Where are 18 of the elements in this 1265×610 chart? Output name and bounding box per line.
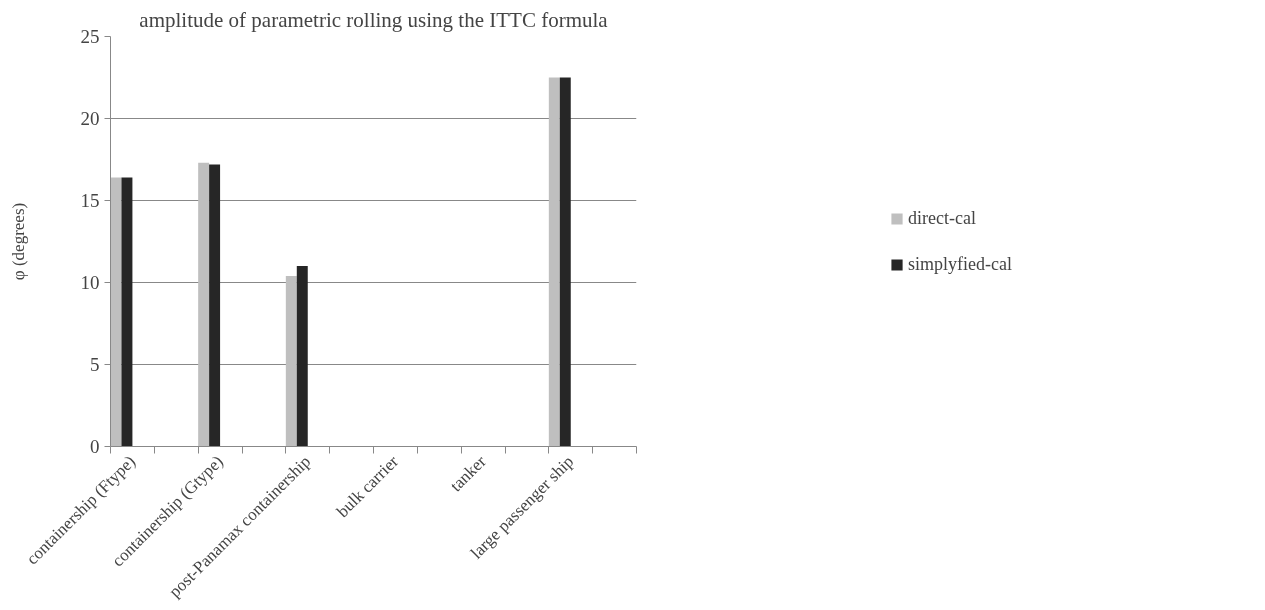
bar bbox=[209, 164, 221, 447]
y-tick-label: 20 bbox=[80, 108, 100, 129]
bar bbox=[110, 177, 122, 447]
y-axis-title: φ (degrees) bbox=[8, 202, 28, 281]
y-tick-label: 0 bbox=[90, 436, 100, 457]
legend-label: simplyfied-cal bbox=[908, 253, 1012, 275]
bar bbox=[198, 162, 210, 447]
bar bbox=[285, 275, 297, 447]
y-tick-label: 15 bbox=[80, 190, 100, 211]
y-tick-label: 5 bbox=[90, 354, 100, 375]
y-tick-label: 10 bbox=[80, 272, 100, 293]
bar bbox=[559, 77, 571, 447]
bar bbox=[296, 266, 308, 447]
bar bbox=[121, 177, 133, 447]
legend-label: direct-cal bbox=[908, 207, 977, 229]
y-tick-label: 25 bbox=[80, 26, 100, 47]
bar bbox=[548, 77, 560, 447]
chart-title: amplitude of parametric rolling using the ITTC formula bbox=[139, 7, 609, 32]
